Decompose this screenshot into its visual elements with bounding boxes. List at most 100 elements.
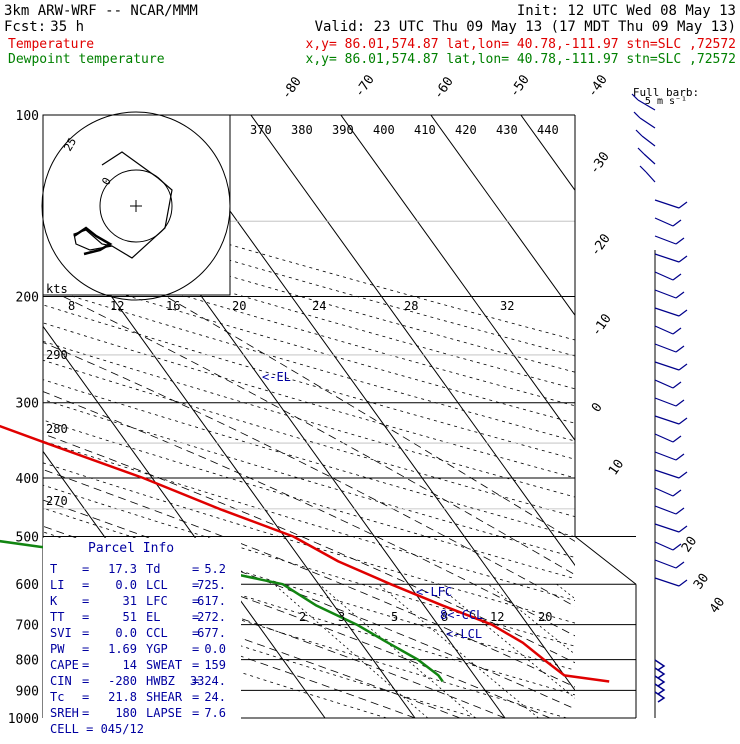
parcel-info-key: T [50, 562, 57, 576]
parcel-info-key: SREH [50, 706, 79, 720]
wind-barb-flag [675, 237, 685, 245]
wind-barb-low [654, 659, 666, 671]
parcel-info-key: SVI [50, 626, 72, 640]
wind-barb-flag [678, 525, 688, 533]
wind-barb-flag [672, 489, 682, 497]
hodograph-axis-label: 28 [404, 299, 418, 313]
hodograph-axis-label: 16 [166, 299, 180, 313]
header-series-label: Dewpoint temperature [8, 52, 165, 67]
temperature-tick-label: -50 [507, 72, 533, 100]
parcel-info-eq: = [192, 690, 199, 704]
theta-label: 430 [496, 123, 518, 137]
parcel-info-eq: = [82, 626, 89, 640]
wind-barb-flag [672, 381, 682, 389]
wind-barb-flag [678, 363, 688, 371]
theta-side-label: 290 [46, 348, 68, 362]
wind-barb [654, 361, 680, 371]
parcel-info-value: 0.0 [115, 578, 137, 592]
wind-barb [645, 171, 656, 183]
parcel-info-eq: = [82, 706, 89, 720]
wind-barb [654, 451, 677, 461]
pressure-tick-label: 900 [16, 684, 39, 699]
hodograph-axis-label: 24 [312, 299, 326, 313]
mixing-ratio-label: 5 [391, 610, 398, 624]
wind-barb [654, 469, 680, 479]
parcel-info-eq: = [192, 594, 199, 608]
parcel-info-key: CCL [146, 626, 168, 640]
hodograph-center [130, 200, 142, 212]
wind-barb [654, 541, 674, 551]
wind-barb-low [654, 683, 666, 695]
moist-adiabat [43, 587, 416, 718]
wind-barb [654, 379, 674, 389]
temperature-tick-label: 20 [679, 534, 700, 555]
parcel-info-value: 3324. [190, 674, 226, 688]
parcel-info-eq: = [82, 610, 89, 624]
parcel-info-value: 725. [197, 578, 226, 592]
parcel-info-eq: = [192, 642, 199, 656]
hodograph-ring-inner [99, 169, 173, 243]
parcel-info-value: 24. [204, 690, 226, 704]
wind-barb [654, 523, 680, 533]
moist-adiabat [43, 499, 575, 710]
parcel-info-value: 159 [204, 658, 226, 672]
wind-barb-low [654, 691, 666, 703]
wind-barb-flag [633, 111, 641, 119]
pressure-tick-label: 500 [16, 530, 39, 545]
parcel-info-eq: = [82, 562, 89, 576]
theta-label: 440 [537, 123, 559, 137]
pressure-tick-label: 800 [16, 654, 39, 669]
wind-barb [641, 135, 656, 147]
temperature-tick-label: -80 [279, 74, 305, 102]
wind-barb [654, 487, 674, 497]
wind-barb-low [654, 675, 666, 687]
wind-barb-flag [678, 309, 688, 317]
mixing-ratio-line [436, 583, 575, 699]
header-valid: Valid: 23 UTC Thu 09 May 13 (17 MDT Thu … [315, 19, 736, 35]
level-annotation: <-EL [262, 370, 291, 384]
pressure-tick-label: 100 [16, 109, 39, 124]
temperature-tick-label: -40 [585, 72, 611, 100]
wind-barb-flag [678, 471, 688, 479]
wind-barb-flag [631, 93, 639, 101]
parcel-info-eq: = [192, 626, 199, 640]
mixing-ratio-label: 2 [299, 610, 306, 624]
parcel-info-value: 14 [123, 658, 137, 672]
parcel-info-key: TT [50, 610, 64, 624]
parcel-info-value: 677. [197, 626, 226, 640]
header-series-label: Temperature [8, 37, 94, 52]
wind-barb [637, 99, 656, 111]
header-fcst-label: Fcst: [4, 19, 46, 35]
parcel-info-key: YGP [146, 642, 168, 656]
wind-barbs-label: Full barb: [633, 86, 699, 99]
wind-barb [643, 153, 656, 165]
wind-barb [654, 433, 674, 443]
wind-barb [654, 271, 674, 281]
pressure-tick-label: 200 [16, 291, 39, 306]
chart-curves [0, 424, 610, 683]
parcel-info-value: 5.2 [204, 562, 226, 576]
parcel-info-eq: = [82, 658, 89, 672]
wind-barb [654, 235, 677, 245]
pressure-tick-label: 700 [16, 619, 39, 634]
parcel-info-eq: = [192, 578, 199, 592]
isotherm-line [340, 115, 575, 442]
hodograph-axis-label: 20 [232, 299, 246, 313]
wind-barbs-units: 5 m s⁻¹ [645, 96, 687, 107]
wind-barb-flag [678, 255, 688, 263]
wind-barb-flag [672, 543, 682, 551]
pressure-tick-label: 600 [16, 578, 39, 593]
wind-barb-flag [672, 327, 682, 335]
parcel-info-eq: = [192, 658, 199, 672]
parcel-info-value: 17.3 [108, 562, 137, 576]
level-annotation: 8<-CCL [440, 608, 483, 622]
theta-label: 390 [332, 123, 354, 137]
hodograph-trace-low [73, 226, 113, 256]
hodograph-ring-label: 25 [61, 136, 79, 154]
hodograph-ring-outer [41, 111, 231, 301]
isotherm-line [250, 115, 575, 567]
wind-barb [654, 307, 680, 317]
wind-barb [654, 199, 680, 209]
mixing-ratio-label: 8 [441, 610, 448, 624]
